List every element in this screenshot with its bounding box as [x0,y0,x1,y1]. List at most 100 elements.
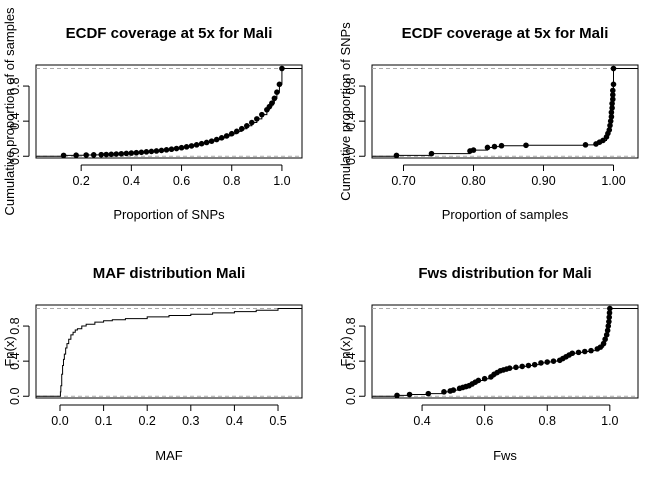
data-point [606,310,613,316]
data-point [173,145,180,152]
plot-frame [371,304,639,399]
data-point [605,323,612,329]
data-point [519,363,526,370]
x-tick-label: 0.4 [123,174,140,188]
data-point [393,152,400,159]
data-point [259,111,265,118]
x-tick-label: 0.80 [461,174,485,188]
data-point [607,122,613,129]
data-point [602,336,608,343]
chart-panel-4: Fws distribution for Mali 0.4 0.6 0.8 1.0 0.0… [338,265,639,463]
data-point [582,142,589,148]
data-point [183,144,190,150]
y-tick-label: 0.0 [344,388,358,405]
data-point [606,318,612,325]
x-tick-label: 0.8 [223,174,240,188]
data-point [450,387,457,393]
data-point [123,150,130,157]
data-point [531,361,538,368]
plot-frame [35,304,303,399]
y-tick-label: 0.8 [344,77,358,94]
x-tick-label: 1.00 [601,174,625,188]
data-point [271,95,278,102]
data-point [600,137,606,144]
y-tick-label: 0.0 [344,148,358,165]
data-point [223,133,230,139]
data-point [168,146,175,153]
data-point [569,350,576,357]
y-tick-label: 0.4 [8,352,22,369]
chart-title: Fws distribution for Mali [418,265,591,282]
x-axis-label: Fws [493,448,517,463]
y-axis-label: Fn(x) [2,336,17,366]
x-axis-label: Proportion of samples [442,207,569,222]
data-point [138,149,145,156]
data-point [269,100,275,106]
data-point [193,142,200,148]
x-tick-label: 0.4 [413,414,430,428]
data-point [158,147,165,154]
data-point [163,147,170,153]
data-point [243,123,250,129]
data-point [153,148,160,154]
x-tick-label: 0.6 [476,414,493,428]
chart-panel-2: ECDF coverage at 5x for Mali 0.70 0.80 0.90… [338,22,639,222]
chart-title: ECDF coverage at 5x for Mali [402,25,609,42]
data-point [606,314,613,321]
data-point [441,389,447,395]
data-point [148,148,155,155]
data-point [481,375,488,382]
data-point [603,332,610,338]
chart-panel-1: ECDF coverage at 5x for Mali 0.2 0.4 0.6 0.8… [2,7,303,222]
ecdf-line [372,308,638,397]
data-point [208,138,215,144]
y-tick-label: 0.4 [344,112,358,129]
data-point [213,136,220,143]
data-point [513,364,519,371]
data-point [506,365,513,371]
data-point [610,87,616,94]
data-point [103,151,110,158]
data-point [588,347,594,354]
data-point [118,150,125,157]
data-point [98,151,105,158]
data-point [198,140,205,147]
data-point [188,143,195,149]
data-point [550,358,557,364]
data-point [254,116,260,122]
y-tick-label: 0.8 [344,317,358,334]
data-point [609,100,615,107]
data-point [276,81,283,88]
data-point [83,152,89,158]
data-point [233,128,240,135]
x-tick-label: 0.5 [269,414,286,428]
data-point [609,105,615,111]
data-point [544,359,551,365]
data-point [484,144,491,151]
data-point [575,349,582,356]
y-axis-label: Cumulative proportion of SNPs [338,22,353,201]
data-point [394,392,400,399]
data-point [73,152,79,158]
data-point [610,65,617,72]
data-point [178,144,185,151]
data-point [279,65,285,72]
y-tick-label: 0.0 [8,388,22,405]
x-axis-label: Proportion of SNPs [113,207,225,222]
data-point [523,142,529,149]
plot-frame [35,64,303,159]
data-point [525,362,532,369]
data-point [606,127,613,133]
y-axis-label: Cumulative proportion of of samples [2,7,17,216]
y-tick-label: 0.8 [8,77,22,94]
data-point [228,130,235,137]
chart-title: MAF distribution Mali [93,265,245,282]
y-tick-label: 0.0 [8,148,22,165]
data-point [128,150,135,156]
x-tick-label: 0.1 [95,414,112,428]
data-point [610,81,617,88]
data-point [610,92,616,98]
data-point [607,118,614,124]
x-tick-label: 0.0 [51,414,68,428]
